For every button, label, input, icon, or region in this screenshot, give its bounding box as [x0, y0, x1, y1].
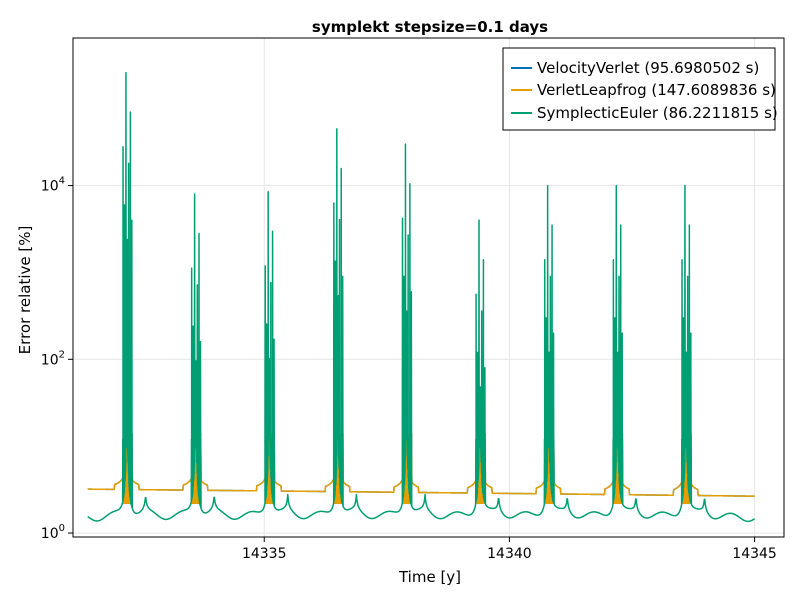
plot-frame — [72, 37, 785, 538]
y-tick-label: 104 — [41, 176, 65, 195]
y-tick-label: 100 — [41, 523, 65, 542]
ticks: 14335 14340 14345 100 102 104 — [41, 176, 777, 562]
legend: VelocityVerlet (95.6980502 s) VerletLeap… — [502, 47, 778, 131]
y-axis-title: Error relative [%] — [16, 226, 34, 355]
y-tick-label: 102 — [41, 349, 65, 368]
chart-title: symplekt stepsize=0.1 days — [312, 18, 548, 36]
series-layer — [87, 71, 755, 523]
legend-label-velocity-verlet: VelocityVerlet (95.6980502 s) — [537, 59, 759, 77]
x-tick-label: 14340 — [487, 546, 532, 562]
x-axis-title: Time [y] — [398, 568, 461, 586]
legend-label-verlet-leapfrog: VerletLeapfrog (147.6089836 s) — [537, 81, 776, 99]
legend-label-symplectic-euler: SymplecticEuler (86.2211815 s) — [537, 104, 778, 122]
x-tick-label: 14345 — [732, 546, 777, 562]
series-line-symplectic-euler — [87, 71, 755, 523]
legend-box — [502, 47, 776, 131]
x-tick-label: 14335 — [242, 546, 287, 562]
